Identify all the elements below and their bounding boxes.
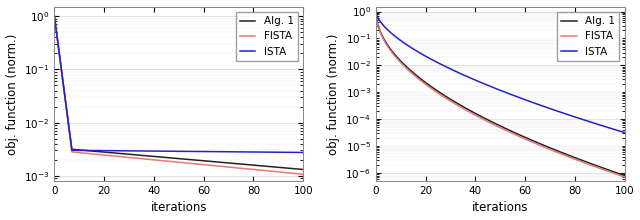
Alg. 1 xyxy=(615,172,623,175)
ISTA xyxy=(507,93,515,96)
ISTA xyxy=(576,117,584,120)
ISTA xyxy=(520,98,528,101)
Alg. 1 xyxy=(507,129,515,132)
Alg. 1 xyxy=(185,158,193,161)
FISTA xyxy=(507,131,515,134)
FISTA xyxy=(185,162,193,165)
X-axis label: iterations: iterations xyxy=(472,202,529,214)
ISTA xyxy=(300,151,307,154)
ISTA xyxy=(169,150,177,153)
Alg. 1 xyxy=(621,174,628,177)
ISTA xyxy=(492,87,499,90)
ISTA xyxy=(621,131,628,134)
Alg. 1 xyxy=(198,159,206,162)
Legend: Alg. 1, FISTA, ISTA: Alg. 1, FISTA, ISTA xyxy=(557,12,620,61)
ISTA xyxy=(170,150,178,153)
ISTA xyxy=(615,129,623,132)
Alg. 1 xyxy=(170,157,178,160)
Line: FISTA: FISTA xyxy=(376,12,625,177)
Alg. 1 xyxy=(576,158,584,161)
ISTA xyxy=(255,151,262,153)
Line: ISTA: ISTA xyxy=(54,16,303,152)
FISTA xyxy=(255,169,262,171)
FISTA xyxy=(51,15,58,18)
ISTA xyxy=(198,150,206,153)
Alg. 1 xyxy=(520,136,528,138)
FISTA xyxy=(520,137,528,140)
FISTA xyxy=(198,163,206,166)
Alg. 1 xyxy=(490,122,498,124)
Alg. 1 xyxy=(169,157,177,159)
FISTA xyxy=(621,176,628,178)
Alg. 1 xyxy=(300,168,307,171)
FISTA xyxy=(169,160,177,163)
FISTA xyxy=(490,123,498,126)
ISTA xyxy=(293,151,301,154)
FISTA xyxy=(293,172,301,175)
Legend: Alg. 1, FISTA, ISTA: Alg. 1, FISTA, ISTA xyxy=(236,12,298,61)
FISTA xyxy=(300,173,307,176)
Y-axis label: obj. function (norm.): obj. function (norm.) xyxy=(6,33,19,155)
Alg. 1 xyxy=(372,11,380,13)
Y-axis label: obj. function (norm.): obj. function (norm.) xyxy=(327,33,340,155)
ISTA xyxy=(185,150,193,153)
Alg. 1 xyxy=(51,15,58,18)
FISTA xyxy=(372,11,380,13)
Line: ISTA: ISTA xyxy=(376,12,625,133)
FISTA xyxy=(492,124,499,127)
Alg. 1 xyxy=(255,164,262,167)
ISTA xyxy=(490,86,498,89)
X-axis label: iterations: iterations xyxy=(150,202,207,214)
Line: Alg. 1: Alg. 1 xyxy=(376,12,625,176)
Line: Alg. 1: Alg. 1 xyxy=(54,16,303,169)
FISTA xyxy=(170,160,178,163)
FISTA xyxy=(576,160,584,162)
ISTA xyxy=(51,15,58,18)
Line: FISTA: FISTA xyxy=(54,16,303,174)
FISTA xyxy=(615,174,623,176)
Alg. 1 xyxy=(492,122,499,125)
ISTA xyxy=(372,10,380,13)
Alg. 1 xyxy=(293,168,301,170)
